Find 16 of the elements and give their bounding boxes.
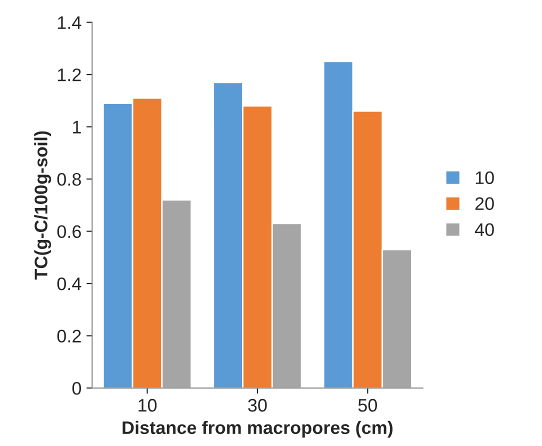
- x-tick-label: 10: [138, 398, 157, 412]
- y-tick-label: 1.2: [58, 68, 81, 82]
- x-tick-label: 30: [248, 398, 267, 412]
- x-tick-label: 50: [358, 398, 377, 412]
- x-axis-title: Distance from macropores (cm): [122, 420, 393, 438]
- y-tick-label: 0.6: [57, 225, 81, 238]
- y-tick-label: 0.2: [57, 330, 81, 342]
- y-axis-title: TC(g-C/100g-soil): [34, 131, 52, 280]
- legend-label: 20: [475, 197, 494, 210]
- y-tick-label: 0.4: [57, 277, 82, 290]
- y-tick-label: 0: [72, 382, 82, 395]
- legend-label: 40: [474, 223, 494, 236]
- y-tick-label: 1: [73, 120, 81, 134]
- y-tick-label: 1.4: [58, 16, 82, 29]
- legend-label: 10: [476, 171, 494, 184]
- y-tick-label: 0.8: [57, 172, 81, 186]
